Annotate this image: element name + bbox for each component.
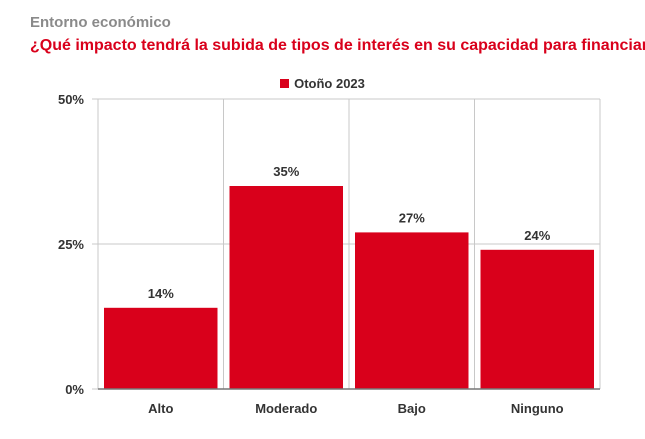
data-label: 14%: [148, 286, 174, 301]
bar-chart: 0% 25% 50% 14% Alto 35% Moderado 27% Bajo 24% Ning…: [0, 0, 645, 439]
x-tick-label: Ninguno: [511, 401, 564, 416]
y-tick-label: 0%: [65, 382, 84, 397]
data-label: 24%: [524, 228, 550, 243]
bar: [230, 186, 344, 389]
x-tick-label: Moderado: [255, 401, 317, 416]
data-label: 27%: [399, 210, 425, 225]
bar: [104, 308, 218, 389]
x-tick-label: Bajo: [398, 401, 426, 416]
bar: [481, 250, 595, 389]
y-tick-label: 25%: [58, 237, 84, 252]
data-label: 35%: [273, 164, 299, 179]
y-tick-label: 50%: [58, 92, 84, 107]
bar: [355, 232, 469, 389]
x-tick-label: Alto: [148, 401, 173, 416]
